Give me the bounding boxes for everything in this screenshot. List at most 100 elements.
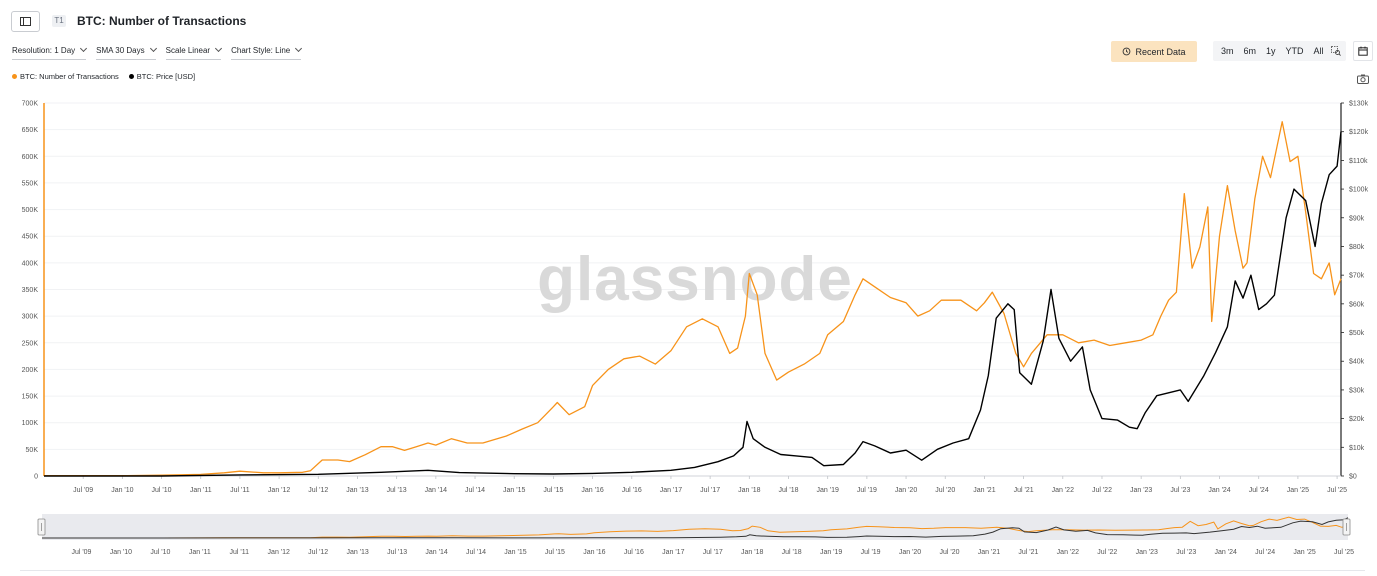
sidebar-toggle-button[interactable] xyxy=(11,11,40,32)
series-line-transactions[interactable] xyxy=(43,121,1342,477)
x-tick-label: Jan '15 xyxy=(503,487,525,494)
x-tick-label: Jan '24 xyxy=(1208,487,1230,494)
navigator-x-tick-label: Jul '20 xyxy=(939,549,959,556)
range-selector: 3m 6m 1y YTD All xyxy=(1213,41,1346,61)
y-left-tick-label: 250K xyxy=(22,340,39,347)
navigator-x-tick-label: Jul '11 xyxy=(230,549,250,556)
x-tick-label: Jul '09 xyxy=(73,487,93,494)
range-3m-button[interactable]: 3m xyxy=(1221,46,1234,56)
chart-legend: BTC: Number of Transactions BTC: Price [… xyxy=(12,72,195,81)
navigator-x-tick-label: Jan '10 xyxy=(110,549,132,556)
navigator-x-tick-label: Jul '17 xyxy=(703,549,723,556)
navigator-x-tick-label: Jul '13 xyxy=(387,549,407,556)
x-tick-label: Jul '12 xyxy=(308,487,328,494)
navigator-x-tick-label: Jan '15 xyxy=(504,549,526,556)
y-left-tick-label: 450K xyxy=(22,234,39,241)
x-tick-label: Jan '18 xyxy=(738,487,760,494)
y-right-tick-label: $130k xyxy=(1349,101,1369,108)
navigator-x-tick-label: Jan '25 xyxy=(1293,549,1315,556)
calendar-button[interactable] xyxy=(1353,41,1373,61)
x-tick-label: Jul '15 xyxy=(543,487,563,494)
x-tick-label: Jul '24 xyxy=(1249,487,1269,494)
navigator-x-tick-label: Jan '24 xyxy=(1215,549,1237,556)
y-right-tick-label: $20k xyxy=(1349,416,1365,423)
legend-item-transactions[interactable]: BTC: Number of Transactions xyxy=(12,72,119,81)
legend-label-price: BTC: Price [USD] xyxy=(136,72,196,81)
y-right-tick-label: $30k xyxy=(1349,387,1365,394)
navigator-x-tick-label: Jul '12 xyxy=(308,549,328,556)
navigator-x-tick-label: Jan '18 xyxy=(741,549,763,556)
navigator-x-tick-label: Jan '22 xyxy=(1057,549,1079,556)
y-left-tick-label: 500K xyxy=(22,207,39,214)
navigator-x-tick-label: Jan '12 xyxy=(268,549,290,556)
bottom-divider xyxy=(20,570,1365,571)
chevron-down-icon xyxy=(215,44,223,53)
y-left-tick-label: 200K xyxy=(22,367,39,374)
sma-label: SMA 30 Days xyxy=(96,45,145,55)
chevron-down-icon xyxy=(80,44,88,53)
range-ytd-button[interactable]: YTD xyxy=(1285,46,1304,56)
legend-item-price[interactable]: BTC: Price [USD] xyxy=(128,72,196,81)
y-left-tick-label: 700K xyxy=(22,101,39,108)
resolution-label: Resolution: 1 Day xyxy=(12,45,76,55)
x-tick-label: Jul '23 xyxy=(1170,487,1190,494)
x-tick-label: Jan '13 xyxy=(346,487,368,494)
x-tick-label: Jul '21 xyxy=(1014,487,1034,494)
x-tick-label: Jul '25 xyxy=(1327,487,1347,494)
y-right-tick-label: $40k xyxy=(1349,359,1365,366)
recent-data-label: Recent Data xyxy=(1135,46,1186,57)
navigator-x-tick-label: Jul '22 xyxy=(1097,549,1117,556)
x-tick-label: Jul '16 xyxy=(622,487,642,494)
x-tick-label: Jul '17 xyxy=(700,487,720,494)
main-chart[interactable]: glassnode 0 50K 100K 150K 200K 250K 300K 350K 40… xyxy=(0,90,1377,500)
y-right-tick-label: $100k xyxy=(1349,187,1369,194)
chart-style-label: Chart Style: Line xyxy=(231,45,291,55)
page-title: BTC: Number of Transactions xyxy=(77,14,247,28)
y-right-tick-label: $60k xyxy=(1349,301,1365,308)
y-left-tick-label: 600K xyxy=(22,154,39,161)
watermark: glassnode xyxy=(537,245,853,314)
navigator-x-tick-label: Jan '21 xyxy=(978,549,1000,556)
range-navigator[interactable]: Jul '09 Jan '10 Jul '10 Jan '11 Jul '11 Jan '… xyxy=(0,510,1377,560)
recent-data-button[interactable]: Recent Data xyxy=(1111,41,1197,62)
axes: 0 50K 100K 150K 200K 250K 300K 350K 400K 450K 500K… xyxy=(22,101,1369,495)
y-left-tick-label: 100K xyxy=(22,420,39,427)
sidebar-toggle-icon xyxy=(20,17,31,26)
x-tick-label: Jan '14 xyxy=(425,487,447,494)
scale-label: Scale Linear xyxy=(165,45,211,55)
camera-icon[interactable] xyxy=(1356,73,1370,85)
range-6m-button[interactable]: 6m xyxy=(1243,46,1257,56)
y-right-tick-label: $10k xyxy=(1349,445,1365,452)
y-left-tick-label: 650K xyxy=(22,127,39,134)
y-left-tick-label: 150K xyxy=(22,394,39,401)
y-left-tick-label: 550K xyxy=(22,180,39,187)
sma-dropdown[interactable]: SMA 30 Days xyxy=(96,44,157,60)
x-tick-label: Jan '22 xyxy=(1052,487,1074,494)
navigator-x-tick-label: Jan '16 xyxy=(583,549,605,556)
x-tick-label: Jan '19 xyxy=(817,487,839,494)
resolution-dropdown[interactable]: Resolution: 1 Day xyxy=(12,44,88,60)
y-right-tick-label: $90k xyxy=(1349,215,1365,222)
y-right-tick-label: $110k xyxy=(1349,158,1368,165)
navigator-x-ticks: Jul '09 Jan '10 Jul '10 Jan '11 Jul '11 Jan '… xyxy=(71,549,1354,556)
range-1y-button[interactable]: 1y xyxy=(1266,46,1276,56)
navigator-x-tick-label: Jan '23 xyxy=(1136,549,1158,556)
scale-dropdown[interactable]: Scale Linear xyxy=(165,44,223,60)
series-line-price[interactable] xyxy=(44,131,1342,477)
x-tick-label: Jul '13 xyxy=(387,487,407,494)
x-tick-label: Jan '12 xyxy=(268,487,290,494)
navigator-x-tick-label: Jan '20 xyxy=(899,549,921,556)
navigator-line-price xyxy=(42,517,1349,539)
x-tick-label: Jan '23 xyxy=(1130,487,1152,494)
range-all-button[interactable]: All xyxy=(1313,46,1324,56)
x-tick-label: Jul '11 xyxy=(230,487,250,494)
history-icon xyxy=(1123,47,1131,56)
x-tick-label: Jan '21 xyxy=(973,487,995,494)
zoom-select-icon[interactable] xyxy=(1330,46,1341,56)
y-left-tick-label: 350K xyxy=(22,287,39,294)
y-right-tick-label: $70k xyxy=(1349,273,1365,280)
navigator-line-transactions xyxy=(42,516,1349,539)
y-left-tick-label: 0 xyxy=(34,474,38,481)
chart-style-dropdown[interactable]: Chart Style: Line xyxy=(231,44,303,60)
top-bar: T1 BTC: Number of Transactions xyxy=(0,0,1377,40)
